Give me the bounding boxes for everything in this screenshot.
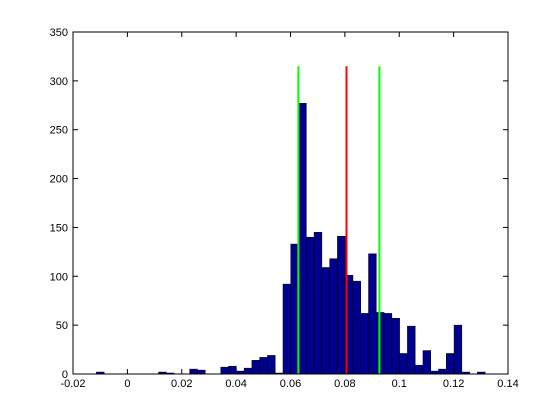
- bar: [306, 236, 315, 375]
- bar: [197, 369, 206, 375]
- bar: [267, 355, 276, 375]
- bar: [383, 313, 393, 375]
- x-tick-label: -0.02: [60, 378, 85, 390]
- x-tick-label: 0.06: [280, 378, 301, 390]
- bar: [453, 324, 463, 375]
- bar: [290, 243, 299, 375]
- bar: [422, 350, 431, 375]
- x-tick-label: 0: [124, 378, 130, 390]
- bar: [313, 232, 323, 375]
- bar: [337, 235, 346, 375]
- bar: [282, 283, 292, 375]
- bar: [329, 258, 338, 375]
- x-tick-label: 0.04: [225, 378, 246, 390]
- bar: [321, 267, 330, 375]
- y-tick-label: 300: [50, 76, 68, 88]
- bar: [352, 280, 362, 375]
- y-tick-label: 50: [56, 320, 68, 332]
- x-tick-label: 0.02: [171, 378, 192, 390]
- bar: [259, 357, 268, 375]
- bar: [220, 366, 229, 375]
- y-tick-label: 0: [62, 369, 68, 381]
- x-tick-label: 0.08: [334, 378, 355, 390]
- bar: [251, 360, 260, 375]
- bar: [243, 367, 253, 375]
- bar: [446, 353, 455, 375]
- bar: [407, 325, 416, 375]
- bar: [368, 253, 377, 375]
- y-tick-label: 150: [50, 222, 68, 234]
- y-tick-label: 100: [50, 271, 68, 283]
- bar: [189, 368, 198, 375]
- y-tick-label: 350: [50, 27, 68, 39]
- bar: [391, 318, 400, 375]
- x-tick-label: 0.1: [392, 378, 407, 390]
- x-tick-label: 0.12: [443, 378, 464, 390]
- bar: [414, 364, 424, 375]
- bar: [228, 365, 237, 375]
- bar: [399, 353, 408, 375]
- bar: [360, 313, 369, 375]
- y-tick-label: 200: [50, 174, 68, 186]
- x-tick-label: 0.14: [497, 378, 518, 390]
- y-tick-label: 250: [50, 125, 68, 137]
- bar: [298, 103, 307, 375]
- bar: [438, 368, 447, 375]
